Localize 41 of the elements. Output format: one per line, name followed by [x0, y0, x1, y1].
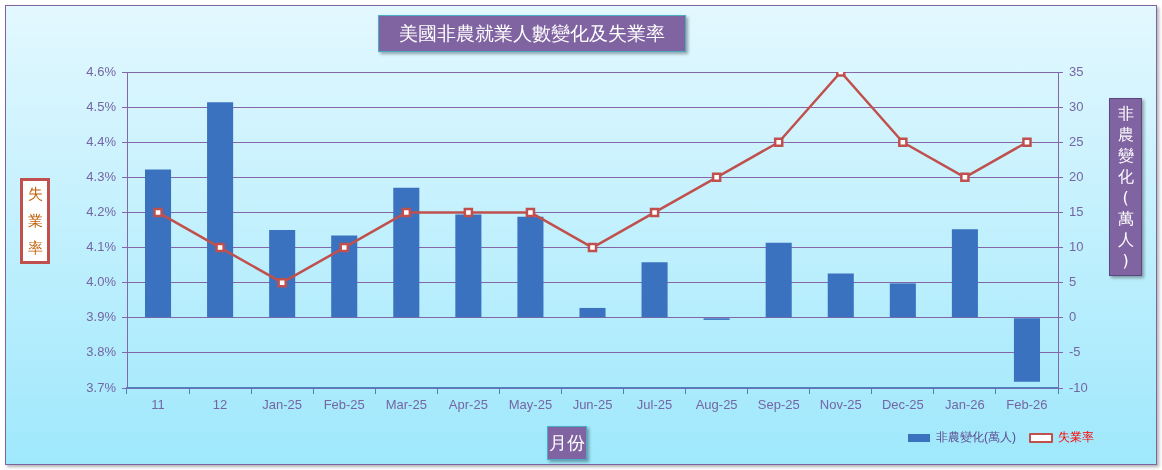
y2-tick-label: 0 — [1069, 309, 1077, 325]
legend-label: 非農變化(萬人) — [936, 430, 1017, 445]
x-tick-label: Feb-25 — [323, 397, 365, 413]
legend-label: 失業率 — [1058, 430, 1094, 445]
x-tick-label: 11 — [151, 397, 165, 413]
chart-title: 美國非農就業人數變化及失業率 — [378, 15, 686, 52]
y2-tick-label: 35 — [1069, 63, 1084, 79]
x-tick-label: Aug-25 — [695, 397, 738, 413]
y-tick-label: 4.6% — [86, 63, 117, 79]
y-axis-title: 失業率 — [27, 183, 43, 259]
x-tick-label: Jan-26 — [945, 397, 985, 413]
y-tick-label: 3.8% — [86, 344, 117, 360]
y2-tick-label: 20 — [1069, 168, 1084, 184]
x-tick-label: May-25 — [508, 397, 553, 413]
x-tick-label: Apr-25 — [448, 397, 488, 413]
y-tick-label: 4.1% — [86, 239, 117, 255]
y2-tick-label: -10 — [1069, 379, 1088, 395]
x-tick-label: Mar-25 — [385, 397, 427, 413]
x-tick-label: Jun-25 — [572, 397, 613, 413]
x-tick-label: Nov-25 — [819, 397, 862, 413]
x-tick-label: Sep-25 — [757, 397, 800, 413]
x-axis-title: 月份 — [547, 426, 587, 460]
y2-tick-label: 30 — [1069, 98, 1084, 114]
x-tick-label: Feb-26 — [1006, 397, 1048, 413]
y-tick-label: 4.2% — [86, 204, 117, 220]
x-tick-label: 12 — [212, 397, 228, 413]
y-tick-label: 3.7% — [86, 379, 117, 395]
y-tick-label: 4.3% — [86, 168, 117, 184]
y2-tick-label: 25 — [1069, 133, 1084, 149]
y2-tick-label: 15 — [1069, 204, 1084, 220]
x-tick-label: Jan-25 — [262, 397, 303, 413]
y-tick-label: 4.0% — [86, 274, 117, 290]
x-tick-label: Jul-25 — [636, 397, 673, 413]
x-tick-label: Dec-25 — [881, 397, 924, 413]
y2-tick-label: 10 — [1069, 239, 1084, 255]
y2-tick-label: 5 — [1069, 274, 1077, 290]
y-tick-label: 4.4% — [86, 133, 117, 149]
y-tick-label: 4.5% — [86, 98, 117, 114]
y2-tick-label: -5 — [1069, 344, 1081, 360]
y-tick-label: 3.9% — [86, 309, 117, 325]
y2-axis-title: 非農變化(萬人) — [1117, 103, 1134, 271]
